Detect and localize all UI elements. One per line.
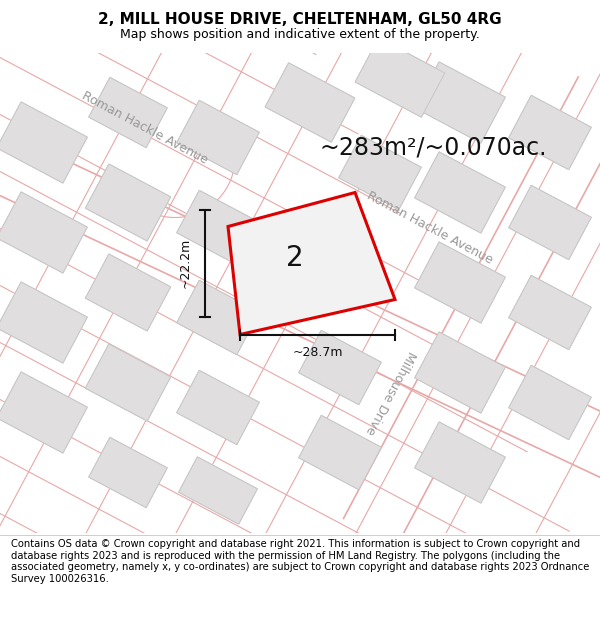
- Polygon shape: [89, 438, 167, 508]
- Polygon shape: [0, 192, 88, 273]
- Polygon shape: [415, 152, 505, 233]
- Polygon shape: [415, 332, 505, 413]
- Polygon shape: [265, 63, 355, 142]
- Polygon shape: [177, 371, 259, 444]
- Polygon shape: [188, 292, 248, 343]
- Polygon shape: [509, 186, 591, 259]
- Polygon shape: [299, 331, 381, 404]
- Polygon shape: [355, 38, 445, 117]
- Text: 2, MILL HOUSE DRIVE, CHELTENHAM, GL50 4RG: 2, MILL HOUSE DRIVE, CHELTENHAM, GL50 4R…: [98, 12, 502, 27]
- Polygon shape: [188, 202, 248, 253]
- Text: 2: 2: [286, 244, 304, 272]
- Polygon shape: [509, 276, 591, 349]
- Polygon shape: [509, 96, 591, 169]
- Polygon shape: [179, 457, 257, 524]
- Polygon shape: [509, 366, 591, 439]
- Polygon shape: [428, 164, 493, 221]
- Polygon shape: [299, 331, 381, 404]
- Polygon shape: [415, 422, 505, 503]
- Polygon shape: [520, 197, 580, 248]
- Polygon shape: [177, 191, 259, 264]
- Polygon shape: [89, 78, 167, 148]
- Polygon shape: [509, 276, 591, 349]
- Polygon shape: [0, 102, 88, 183]
- Polygon shape: [520, 287, 580, 338]
- Polygon shape: [228, 192, 395, 334]
- Polygon shape: [0, 282, 88, 363]
- Text: ~22.2m: ~22.2m: [179, 238, 191, 288]
- Polygon shape: [0, 192, 88, 273]
- Polygon shape: [188, 112, 248, 163]
- Polygon shape: [0, 372, 88, 453]
- Polygon shape: [509, 96, 591, 169]
- Text: Map shows position and indicative extent of the property.: Map shows position and indicative extent…: [120, 28, 480, 41]
- Polygon shape: [177, 281, 259, 354]
- Polygon shape: [428, 74, 493, 131]
- Polygon shape: [85, 164, 170, 241]
- Polygon shape: [177, 101, 259, 174]
- Polygon shape: [265, 63, 355, 142]
- Polygon shape: [428, 344, 493, 401]
- Polygon shape: [509, 366, 591, 439]
- Polygon shape: [177, 371, 259, 444]
- Polygon shape: [179, 457, 257, 524]
- Polygon shape: [415, 152, 505, 233]
- Polygon shape: [299, 416, 381, 489]
- Polygon shape: [0, 102, 88, 183]
- Text: Milhouse Drive: Milhouse Drive: [362, 349, 418, 436]
- Polygon shape: [339, 136, 421, 209]
- Polygon shape: [177, 101, 259, 174]
- Polygon shape: [85, 164, 170, 241]
- Polygon shape: [10, 384, 74, 441]
- Polygon shape: [428, 254, 493, 311]
- Polygon shape: [0, 282, 88, 363]
- Polygon shape: [177, 191, 259, 264]
- Polygon shape: [415, 62, 505, 143]
- Polygon shape: [10, 114, 74, 171]
- Polygon shape: [415, 242, 505, 323]
- Polygon shape: [89, 438, 167, 508]
- Polygon shape: [10, 294, 74, 351]
- Polygon shape: [10, 204, 74, 261]
- Text: ~28.7m: ~28.7m: [292, 346, 343, 359]
- Polygon shape: [339, 136, 421, 209]
- Polygon shape: [0, 372, 88, 453]
- Polygon shape: [177, 281, 259, 354]
- Polygon shape: [520, 107, 580, 158]
- Polygon shape: [85, 344, 170, 421]
- Polygon shape: [415, 422, 505, 503]
- Polygon shape: [415, 332, 505, 413]
- Polygon shape: [85, 254, 170, 331]
- Polygon shape: [89, 78, 167, 148]
- Text: Contains OS data © Crown copyright and database right 2021. This information is : Contains OS data © Crown copyright and d…: [11, 539, 589, 584]
- Polygon shape: [299, 416, 381, 489]
- Polygon shape: [355, 38, 445, 117]
- Polygon shape: [85, 254, 170, 331]
- Text: Roman Hackle Avenue: Roman Hackle Avenue: [80, 89, 210, 166]
- Polygon shape: [509, 186, 591, 259]
- Polygon shape: [415, 242, 505, 323]
- Text: Roman Hackle Avenue: Roman Hackle Avenue: [365, 189, 495, 266]
- Text: ~283m²/~0.070ac.: ~283m²/~0.070ac.: [320, 136, 548, 159]
- Polygon shape: [188, 382, 248, 433]
- Polygon shape: [415, 62, 505, 143]
- Polygon shape: [85, 344, 170, 421]
